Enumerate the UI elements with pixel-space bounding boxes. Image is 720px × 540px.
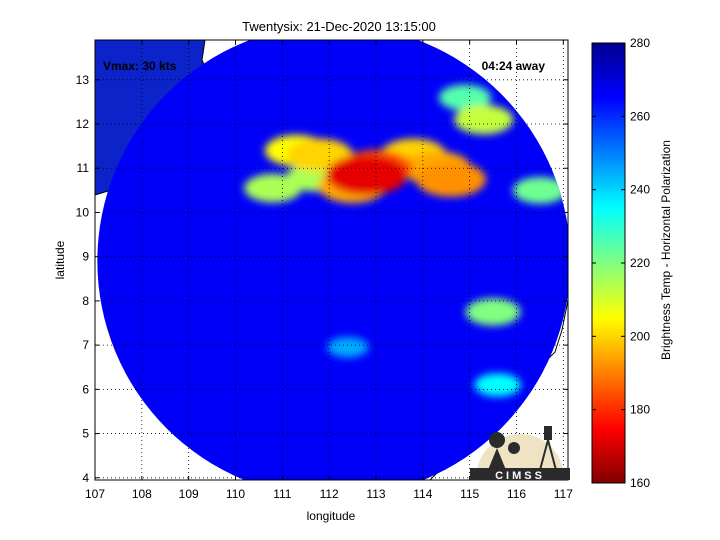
- y-tick-label-1: 5: [82, 427, 89, 441]
- plot-frame: [94, 39, 569, 481]
- colorbar-tick-label-4: 240: [630, 183, 650, 197]
- colorbar-tick-label-1: 180: [630, 403, 650, 417]
- cold-cell-3: [513, 176, 567, 204]
- cold-cell-1: [474, 373, 522, 397]
- cold-cell-15: [326, 154, 408, 196]
- colorbar-tick-label-5: 260: [630, 109, 650, 123]
- swath: [97, 40, 568, 480]
- y-tick-label-0: 4: [82, 471, 89, 485]
- x-tick-label-8: 115: [460, 487, 479, 501]
- plot-area: [95, 40, 568, 480]
- chart-title: Twentysix: 21-Dec-2020 13:15:00: [242, 19, 436, 34]
- cimss-logo: CIMSS: [470, 426, 570, 482]
- x-tick-label-7: 114: [413, 487, 432, 501]
- colorbar-label: Brightness Temp - Horizontal Polarizatio…: [659, 140, 673, 360]
- swath-disk: [97, 40, 568, 480]
- x-tick-label-9: 116: [507, 487, 526, 501]
- x-tick-label-2: 109: [179, 487, 199, 501]
- y-tick-labels: 4 5 6 7 8 9 10 11 12 13: [76, 73, 90, 485]
- x-tick-labels: 107 108 109 110 111 112 113 114 115 116 117: [85, 487, 573, 501]
- colorbar-tick-label-6: 280: [630, 36, 650, 50]
- x-tick-label-6: 113: [366, 487, 385, 501]
- y-tick-label-7: 11: [77, 161, 90, 175]
- grid: [95, 40, 568, 480]
- y-tick-label-3: 7: [82, 338, 89, 352]
- cold-cell-13: [415, 161, 486, 197]
- x-axis-label: longitude: [307, 509, 356, 523]
- cimss-logo-text: CIMSS: [495, 470, 545, 482]
- y-tick-label-2: 6: [82, 382, 89, 396]
- x-tick-label-4: 111: [273, 487, 292, 501]
- y-tick-label-9: 13: [76, 73, 90, 87]
- cold-cell-2: [438, 84, 492, 111]
- y-tick-label-4: 8: [82, 294, 89, 308]
- colorbar-tick-label-0: 160: [630, 476, 650, 490]
- cold-cell-6: [244, 173, 302, 203]
- cold-cell-0: [327, 337, 369, 358]
- y-tick-label-5: 9: [82, 250, 89, 264]
- x-tick-label-5: 112: [320, 487, 339, 501]
- colorbar: 160 180 200 220 240 260 280 Brightness Temp - …: [591, 36, 673, 490]
- colorbar-tick-label-2: 200: [630, 329, 650, 343]
- y-tick-label-6: 10: [76, 205, 90, 219]
- colorbar-gradient: [591, 42, 626, 484]
- colorbar-tick-label-3: 220: [630, 256, 650, 270]
- y-axis-label: latitude: [53, 240, 67, 279]
- time-away-annotation: 04:24 away: [482, 59, 546, 73]
- x-tick-label-0: 107: [85, 487, 105, 501]
- cold-cell-7: [454, 104, 514, 135]
- x-tick-label-3: 110: [226, 487, 245, 501]
- x-tick-label-10: 117: [554, 487, 573, 501]
- x-tick-label-1: 108: [132, 487, 152, 501]
- y-tick-label-8: 12: [76, 117, 90, 131]
- vmax-annotation: Vmax: 30 kts: [103, 59, 177, 73]
- cold-cell-4: [465, 298, 521, 326]
